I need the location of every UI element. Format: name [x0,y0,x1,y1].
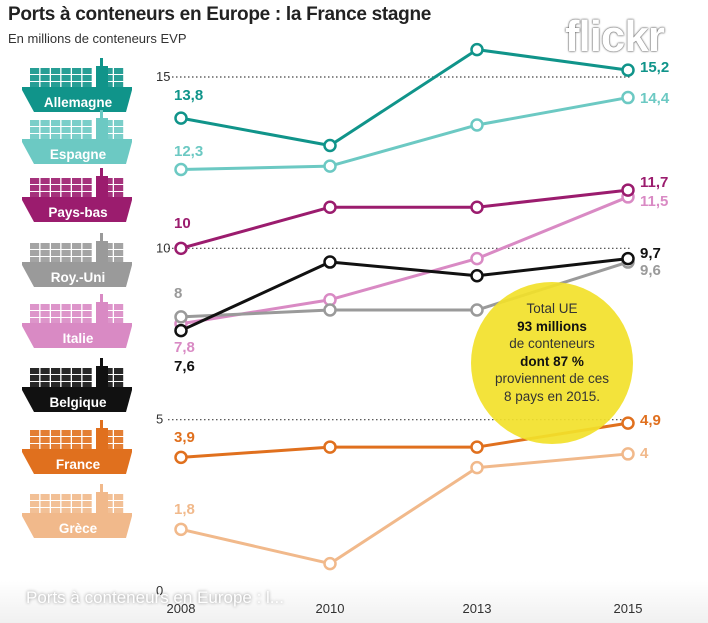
data-point [470,200,484,214]
legend-label: Belgique [49,395,106,410]
legend-label: Espagne [50,147,107,162]
legend-ship-icon [22,358,132,412]
legend-label: Roy.-Uni [51,270,106,285]
x-tick-label: 2010 [316,601,345,616]
callout-line: dont 87 % [520,353,584,369]
y-tick-label: 10 [156,240,170,255]
first-value-label: 12,3 [174,143,203,160]
legend-ship-icon [22,484,132,538]
caption-bar [0,580,708,623]
data-point [174,111,188,125]
series-line [180,195,629,326]
data-point [323,200,337,214]
y-tick-label: 15 [156,69,170,84]
first-value-label: 3,9 [174,429,195,446]
legend-ship-icon [22,233,132,287]
legend-label: Grèce [59,521,98,536]
data-point [323,440,337,454]
flickr-watermark: flickr [564,12,665,61]
legend-label: Italie [63,331,94,346]
data-point [470,440,484,454]
data-point [323,556,337,571]
legend-ship-icon [22,110,132,164]
x-tick-label: 2015 [614,601,643,616]
data-point [174,323,188,338]
series-line [180,257,629,332]
data-point [621,251,635,266]
data-point [621,90,635,105]
last-value-label: 14,4 [640,90,670,107]
data-point [621,183,635,197]
total-ue-callout-circle [471,282,633,444]
legend-ship-icon [22,294,132,348]
last-value-label: 4,9 [640,412,661,429]
last-value-label: 11,5 [640,193,668,210]
first-value-label: 7,6 [174,358,195,375]
x-tick-label: 2013 [463,601,492,616]
data-point [470,268,484,283]
data-point [174,450,188,465]
last-value-label: 15,2 [640,59,669,76]
photo-caption: Ports à conteneurs en Europe : l... [26,588,284,607]
callout-line: de conteneurs [509,336,595,351]
last-value-label: 11,7 [640,174,668,191]
data-point [470,460,484,475]
data-point [470,42,484,57]
data-point [621,63,635,77]
last-value-label: 9,6 [640,262,661,279]
legend-label: France [56,457,101,472]
first-value-label: 7,8 [174,339,195,356]
first-value-label: 1,8 [174,501,195,518]
callout-line: 93 millions [517,318,587,334]
legend-label: Allemagne [44,95,113,110]
first-value-label: 8 [174,285,182,302]
last-value-label: 9,7 [640,245,661,262]
series-line [180,48,629,148]
last-value-label: 4 [640,445,649,462]
series-line [180,452,629,566]
first-value-label: 13,8 [174,87,203,104]
legend-ship-icon [22,58,132,112]
callout-line: Total UE [526,301,578,316]
total-ue-callout-text: Total UE 93 millions de conteneurs dont 87 … [471,300,633,405]
data-point [174,241,188,256]
data-point [323,159,337,173]
legend-ship-icon [22,420,132,474]
data-point [621,447,635,461]
x-tick-label: 2008 [167,601,196,616]
data-point [174,310,188,324]
data-point [174,162,188,177]
series-line [180,188,629,250]
legend-ship-icon [22,168,132,222]
data-point [323,303,337,317]
data-point [174,522,188,537]
chart-title: Ports à conteneurs en Europe : la France… [8,4,432,25]
y-tick-label: 5 [156,412,163,427]
legend-label: Pays-bas [48,205,107,220]
y-tick-label: 0 [156,583,163,598]
callout-line: 8 pays en 2015. [503,388,601,404]
data-point [323,138,337,153]
series-line [180,96,629,172]
data-point [470,118,484,132]
chart-subtitle: En millions de conteneurs EVP [8,31,187,46]
callout-line: proviennent de ces [494,371,610,386]
data-point [470,303,484,317]
data-point [323,255,337,269]
data-point [621,416,635,430]
data-point [470,251,484,266]
first-value-label: 10 [174,215,191,232]
